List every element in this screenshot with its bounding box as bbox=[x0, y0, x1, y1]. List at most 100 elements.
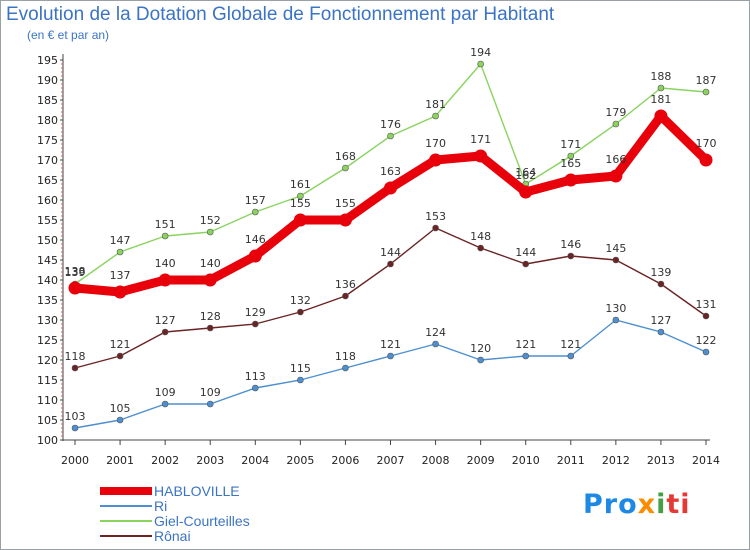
data-label-habloville: 170 bbox=[425, 137, 446, 150]
data-point-ronai bbox=[206, 324, 214, 332]
data-label-giel-courteilles: 181 bbox=[425, 98, 446, 111]
data-point-giel-courteilles bbox=[387, 132, 394, 140]
data-point-ronai bbox=[612, 256, 620, 264]
data-label-habloville: 146 bbox=[245, 233, 266, 246]
data-label-giel-courteilles: 161 bbox=[290, 178, 311, 191]
y-tick-label: 150 bbox=[37, 234, 58, 247]
data-label-giel-courteilles: 152 bbox=[200, 214, 221, 227]
data-label-giel-courteilles: 147 bbox=[110, 234, 131, 247]
data-point-giel-courteilles bbox=[657, 84, 665, 92]
data-point-ronai bbox=[702, 312, 710, 320]
data-label-giel-courteilles: 171 bbox=[560, 138, 581, 151]
data-label-ri: 115 bbox=[290, 362, 311, 375]
data-label-ronai: 136 bbox=[335, 278, 356, 291]
data-label-giel-courteilles: 164 bbox=[515, 166, 536, 179]
data-point-ri bbox=[161, 400, 169, 408]
data-label-giel-courteilles: 151 bbox=[155, 218, 176, 231]
data-point-habloville bbox=[429, 153, 443, 167]
data-label-habloville: 137 bbox=[110, 269, 131, 282]
data-label-ronai: 127 bbox=[155, 314, 176, 327]
x-tick-label: 2012 bbox=[602, 454, 630, 467]
x-tick-label: 2013 bbox=[647, 454, 675, 467]
data-point-habloville bbox=[609, 169, 623, 183]
data-label-ronai: 144 bbox=[380, 246, 401, 259]
data-point-habloville bbox=[293, 213, 307, 227]
x-tick-label: 2008 bbox=[422, 454, 450, 467]
data-point-giel-courteilles bbox=[432, 112, 439, 120]
x-tick-label: 2004 bbox=[241, 454, 269, 467]
data-point-ri bbox=[657, 328, 665, 336]
data-point-giel-courteilles bbox=[161, 232, 169, 240]
data-label-habloville: 140 bbox=[155, 257, 176, 270]
data-point-ronai bbox=[657, 280, 665, 288]
data-label-ri: 130 bbox=[605, 302, 626, 315]
legend-item-habloville: HABLOVILLE bbox=[100, 483, 340, 499]
data-point-ri bbox=[342, 364, 349, 372]
data-point-habloville bbox=[248, 249, 262, 263]
logo-part-ti: ti bbox=[666, 489, 691, 520]
legend-item-ronai: Rônai bbox=[100, 528, 340, 544]
data-point-ronai bbox=[477, 244, 484, 252]
data-point-ronai bbox=[432, 224, 439, 232]
data-point-ri bbox=[297, 376, 304, 384]
data-point-habloville bbox=[564, 173, 578, 187]
data-point-giel-courteilles bbox=[567, 152, 575, 160]
x-tick-label: 2000 bbox=[61, 454, 89, 467]
data-label-ronai: 118 bbox=[65, 350, 86, 363]
data-label-ri: 127 bbox=[650, 314, 671, 327]
data-point-ri bbox=[477, 356, 484, 364]
y-tick-label: 155 bbox=[37, 214, 58, 227]
legend-item-giel-courteilles: Giel-Courteilles bbox=[100, 513, 340, 529]
legend: HABLOVILLE Ri Giel-Courteilles Rônai bbox=[100, 483, 340, 544]
y-tick-label: 180 bbox=[37, 114, 58, 127]
y-tick-label: 160 bbox=[37, 194, 58, 207]
data-label-ronai: 153 bbox=[425, 210, 446, 223]
data-point-ronai bbox=[567, 252, 575, 260]
data-label-ronai: 148 bbox=[470, 230, 491, 243]
data-label-habloville: 162 bbox=[515, 169, 536, 182]
data-label-ri: 109 bbox=[155, 386, 176, 399]
logo-part-i: i bbox=[656, 489, 667, 520]
data-point-ri bbox=[522, 352, 530, 360]
data-point-giel-courteilles bbox=[116, 248, 124, 256]
x-tick-label: 2009 bbox=[467, 454, 495, 467]
y-tick-label: 105 bbox=[37, 414, 58, 427]
legend-swatch-habloville bbox=[100, 487, 152, 495]
proxiti-logo: Proxiti bbox=[583, 489, 691, 520]
data-label-habloville: 181 bbox=[650, 93, 671, 106]
x-tick-label: 2011 bbox=[557, 454, 585, 467]
x-tick-label: 2003 bbox=[196, 454, 224, 467]
data-label-giel-courteilles: 179 bbox=[605, 106, 626, 119]
data-point-habloville bbox=[654, 109, 668, 123]
data-label-ri: 118 bbox=[335, 350, 356, 363]
y-tick-label: 100 bbox=[37, 434, 58, 447]
data-point-giel-courteilles bbox=[297, 192, 304, 200]
chart-subtitle: (en € et par an) bbox=[27, 28, 110, 42]
data-point-ri bbox=[702, 348, 710, 356]
y-tick-label: 145 bbox=[37, 254, 58, 267]
data-label-ri: 121 bbox=[380, 338, 401, 351]
data-point-ronai bbox=[297, 308, 304, 316]
data-label-ri: 122 bbox=[696, 334, 717, 347]
data-point-ronai bbox=[161, 328, 169, 336]
y-tick-label: 175 bbox=[37, 134, 58, 147]
data-label-ri: 121 bbox=[560, 338, 581, 351]
y-tick-label: 195 bbox=[37, 54, 58, 67]
data-point-giel-courteilles bbox=[477, 60, 484, 68]
data-label-ronai: 146 bbox=[560, 238, 581, 251]
data-label-habloville: 163 bbox=[380, 165, 401, 178]
y-tick-label: 120 bbox=[37, 354, 58, 367]
y-tick-label: 165 bbox=[37, 174, 58, 187]
y-tick-label: 110 bbox=[37, 394, 58, 407]
x-tick-label: 2014 bbox=[692, 454, 720, 467]
data-label-giel-courteilles: 176 bbox=[380, 118, 401, 131]
data-label-ronai: 132 bbox=[290, 294, 311, 307]
data-label-habloville: 140 bbox=[200, 257, 221, 270]
data-point-ri bbox=[251, 384, 259, 392]
data-label-ri: 124 bbox=[425, 326, 446, 339]
data-label-habloville: 171 bbox=[470, 133, 491, 146]
data-label-habloville: 155 bbox=[290, 197, 311, 210]
data-label-giel-courteilles: 188 bbox=[650, 70, 671, 83]
data-point-habloville bbox=[699, 153, 713, 167]
data-point-habloville bbox=[474, 149, 488, 163]
